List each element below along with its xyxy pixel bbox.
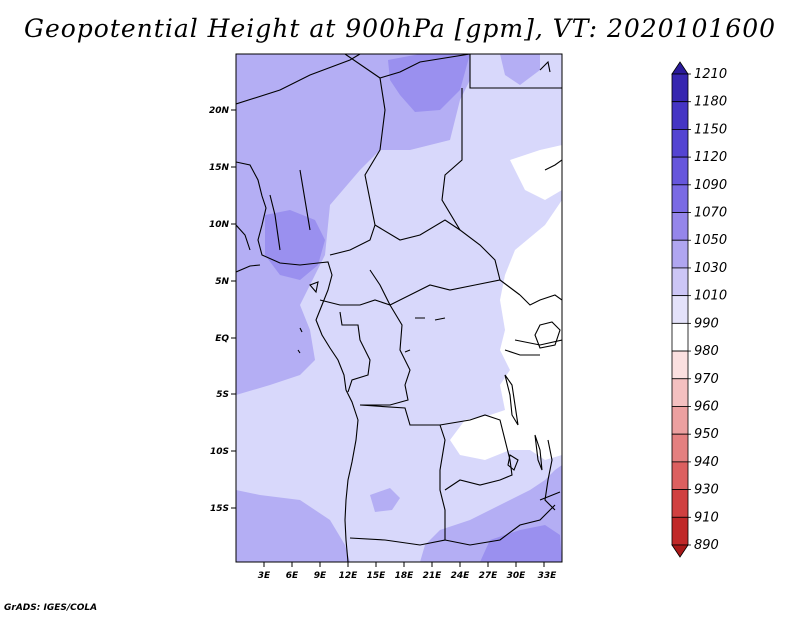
colorbar-segment (671, 267, 689, 297)
colorbar-segment (671, 322, 689, 352)
border-uganda (519, 294, 562, 306)
colorbar-segment (671, 239, 689, 269)
colorbar-segment (671, 156, 689, 186)
colorbar-segment (671, 489, 689, 518)
field-1030-1050-west (236, 54, 470, 395)
border-egypt (469, 54, 562, 89)
colorbar-segment (671, 433, 689, 463)
height-field (236, 54, 562, 562)
field-1050-1070-south (480, 525, 562, 562)
lake-tanganyika (504, 374, 519, 426)
colorbar-label-1180: 1180 (694, 95, 727, 110)
border-cameroon (319, 299, 391, 306)
colorbar-label-1210: 1210 (694, 67, 727, 82)
colorbar-label-1070: 1070 (694, 206, 727, 221)
border-libya (379, 54, 471, 79)
colorbar-top-arrow (671, 61, 689, 75)
lat-label-15s: 15S (210, 504, 229, 514)
colorbar: 1210 1180 1150 1120 1090 1070 1050 1030 1010 990 9… (671, 61, 727, 558)
field-1030-1050-northeast (500, 54, 540, 85)
lat-label-10s: 10S (210, 447, 229, 457)
colorbar-label-980: 980 (694, 344, 719, 359)
border-west-africa (236, 169, 311, 251)
border-gabon-congo (339, 311, 371, 393)
lon-label-3e: 3E (258, 571, 271, 581)
islands-and-rivers (297, 317, 446, 354)
lon-label-33e: 33E (538, 571, 558, 581)
colorbar-segment (671, 295, 689, 324)
map-title: Geopotential Height at 900hPa [gpm], VT:… (23, 14, 777, 43)
lat-label-10n: 10N (209, 220, 230, 230)
borders (236, 54, 562, 562)
lat-label-15n: 15N (209, 163, 230, 173)
colorbar-label-1010: 1010 (694, 289, 727, 304)
lake-malawi (534, 434, 543, 471)
colorbar-label-1150: 1150 (694, 122, 727, 137)
field-990-1010-ethiopia (510, 145, 562, 200)
border-drc-west (360, 304, 411, 406)
border-car-south (369, 269, 521, 306)
border-zambia (439, 414, 513, 491)
longitude-axis: 3E 6E 9E 12E 15E 18E 21E 24E 27E 30E 33E (258, 562, 557, 581)
colorbar-label-960: 960 (694, 399, 719, 414)
field-1030-1050-southwest (236, 490, 350, 562)
lon-label-24e: 24E (451, 571, 471, 581)
colorbar-segment (671, 406, 689, 435)
border-liberia (236, 264, 261, 273)
colorbar-bottom-arrow (671, 544, 689, 558)
lon-label-21e: 21E (423, 571, 443, 581)
lat-label-20n: 20N (209, 106, 230, 116)
lon-label-27e: 27E (479, 571, 499, 581)
grads-credit: GrADS: IGES/COLA (4, 603, 98, 613)
lat-label-5s: 5S (216, 390, 229, 400)
colorbar-label-1030: 1030 (694, 261, 727, 276)
colorbar-segment (671, 350, 689, 380)
map-frame (235, 53, 563, 563)
lake-kariba (507, 454, 519, 471)
colorbar-segment (671, 73, 689, 103)
border-sudan (441, 88, 501, 281)
field-1030-1050-angola-patch (370, 488, 400, 512)
border-car-north (374, 219, 461, 241)
border-angola (349, 404, 446, 546)
lat-label-eq: EQ (215, 334, 229, 344)
colorbar-segment (671, 212, 689, 241)
lon-label-12e: 12E (339, 571, 359, 581)
border-algeria (236, 54, 361, 105)
colorbar-label-990: 990 (694, 316, 719, 331)
bioko-island (309, 281, 319, 294)
colorbar-label-1050: 1050 (694, 233, 727, 248)
colorbar-label-950: 950 (694, 427, 719, 442)
field-990-1010-east (450, 200, 562, 460)
colorbar-label-910: 910 (694, 510, 719, 525)
colorbar-label-1120: 1120 (694, 150, 727, 165)
border-kenya-tz (504, 339, 562, 356)
colorbar-segment (671, 461, 689, 490)
border-zimbabwe (444, 504, 556, 546)
lon-label-30e: 30E (507, 571, 527, 581)
latitude-axis: 20N 15N 10N 5N EQ 5S 10S 15S (209, 106, 236, 514)
border-niger-chad (329, 54, 386, 256)
border-horn (539, 60, 562, 171)
lon-label-18e: 18E (395, 571, 415, 581)
field-1050-1070-north (388, 54, 470, 112)
lake-victoria (534, 321, 561, 349)
colorbar-label-970: 970 (694, 372, 719, 387)
colorbar-segment (671, 101, 689, 130)
colorbar-label-890: 890 (694, 538, 719, 553)
border-mozambique (539, 439, 561, 511)
colorbar-segment (671, 378, 689, 407)
colorbar-label-930: 930 (694, 483, 719, 498)
colorbar-label-1090: 1090 (694, 178, 727, 193)
west-coastline (236, 161, 359, 562)
lat-label-5n: 5N (215, 277, 229, 287)
colorbar-label-940: 940 (694, 455, 719, 470)
lon-label-6e: 6E (286, 571, 299, 581)
colorbar-segment (671, 129, 689, 158)
lon-label-9e: 9E (314, 571, 327, 581)
lon-label-15e: 15E (367, 571, 387, 581)
colorbar-segment (671, 516, 689, 546)
colorbar-segment (671, 184, 689, 213)
